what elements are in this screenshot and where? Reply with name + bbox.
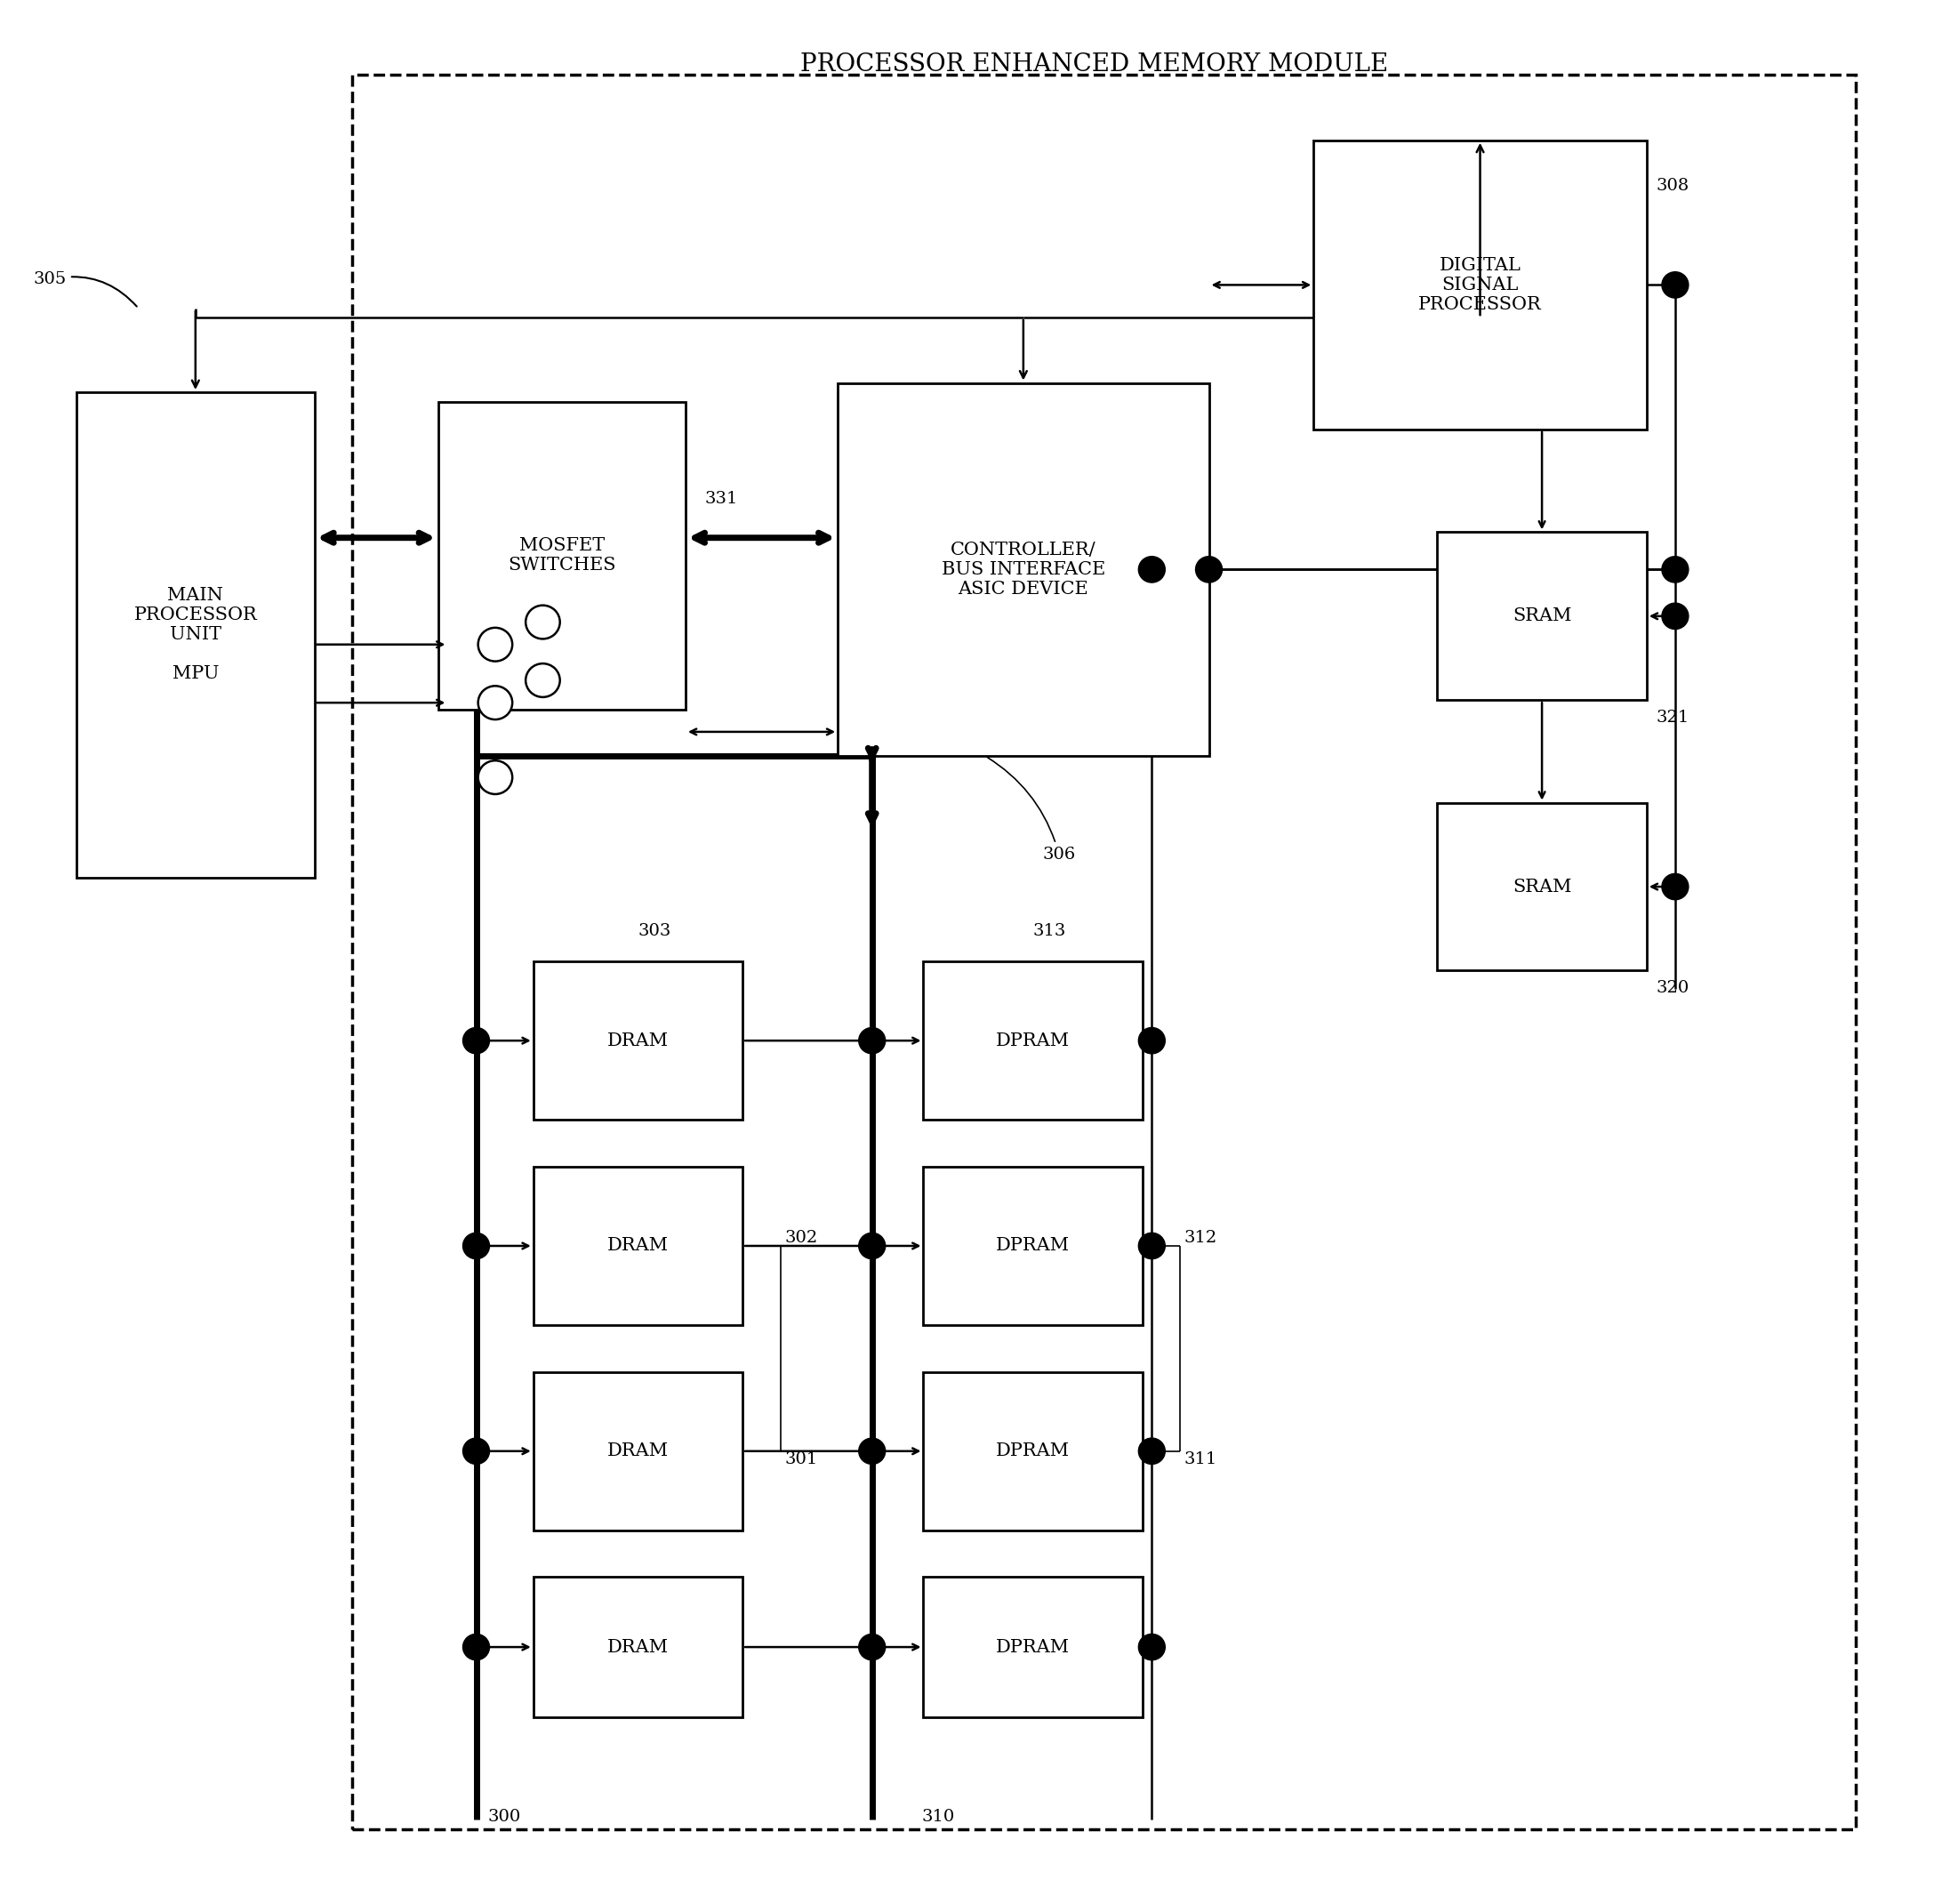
- Bar: [837, 383, 1208, 756]
- Text: MAIN
PROCESSOR
UNIT

MPU: MAIN PROCESSOR UNIT MPU: [134, 586, 256, 682]
- Circle shape: [1662, 556, 1688, 583]
- Circle shape: [1662, 272, 1688, 299]
- Bar: [922, 962, 1142, 1120]
- Text: 311: 311: [1185, 1451, 1218, 1468]
- Circle shape: [462, 1232, 489, 1259]
- Text: DIGITAL
SIGNAL
PROCESSOR: DIGITAL SIGNAL PROCESSOR: [1418, 257, 1542, 312]
- Bar: [1437, 803, 1647, 971]
- Bar: [922, 1371, 1142, 1531]
- Text: DPRAM: DPRAM: [996, 1443, 1070, 1460]
- Bar: [352, 74, 1857, 1830]
- Circle shape: [1662, 604, 1688, 628]
- Text: 320: 320: [1657, 981, 1690, 996]
- Bar: [1437, 531, 1647, 701]
- Bar: [76, 392, 315, 878]
- Circle shape: [478, 760, 513, 794]
- Bar: [534, 1371, 742, 1531]
- Circle shape: [526, 663, 559, 697]
- Circle shape: [1138, 1028, 1165, 1053]
- Circle shape: [462, 1634, 489, 1660]
- Circle shape: [462, 1028, 489, 1053]
- Circle shape: [1138, 556, 1165, 583]
- Text: DRAM: DRAM: [608, 1238, 668, 1255]
- Text: DPRAM: DPRAM: [996, 1032, 1070, 1049]
- Text: DPRAM: DPRAM: [996, 1238, 1070, 1255]
- Text: 306: 306: [987, 758, 1076, 863]
- Bar: [534, 1167, 742, 1325]
- Text: DRAM: DRAM: [608, 1639, 668, 1655]
- Bar: [534, 1577, 742, 1717]
- Bar: [534, 962, 742, 1120]
- Circle shape: [462, 1438, 489, 1464]
- Text: 305: 305: [33, 272, 136, 307]
- Circle shape: [478, 685, 513, 720]
- Text: PROCESSOR ENHANCED MEMORY MODULE: PROCESSOR ENHANCED MEMORY MODULE: [800, 53, 1389, 76]
- Text: 308: 308: [1657, 177, 1690, 194]
- Circle shape: [858, 1232, 886, 1259]
- Circle shape: [858, 1438, 886, 1464]
- Circle shape: [1196, 556, 1222, 583]
- Bar: [922, 1577, 1142, 1717]
- Text: CONTROLLER/
BUS INTERFACE
ASIC DEVICE: CONTROLLER/ BUS INTERFACE ASIC DEVICE: [942, 541, 1105, 598]
- Circle shape: [1138, 1634, 1165, 1660]
- Circle shape: [858, 1634, 886, 1660]
- Text: 300: 300: [487, 1809, 520, 1826]
- Text: SRAM: SRAM: [1513, 607, 1571, 625]
- Text: 331: 331: [705, 491, 738, 506]
- Text: DPRAM: DPRAM: [996, 1639, 1070, 1655]
- Circle shape: [858, 1028, 886, 1053]
- Text: 321: 321: [1657, 710, 1690, 725]
- Text: DRAM: DRAM: [608, 1032, 668, 1049]
- Text: SRAM: SRAM: [1513, 878, 1571, 895]
- Text: 313: 313: [1033, 923, 1066, 939]
- Text: 312: 312: [1185, 1230, 1218, 1245]
- Bar: [1313, 141, 1647, 430]
- Text: 301: 301: [785, 1451, 818, 1468]
- Text: 310: 310: [922, 1809, 955, 1826]
- Circle shape: [526, 605, 559, 640]
- Bar: [922, 1167, 1142, 1325]
- Text: 302: 302: [785, 1230, 818, 1245]
- Circle shape: [1138, 1438, 1165, 1464]
- Circle shape: [1662, 874, 1688, 901]
- Bar: [439, 402, 686, 710]
- Text: DRAM: DRAM: [608, 1443, 668, 1460]
- Circle shape: [478, 628, 513, 661]
- Text: 303: 303: [637, 923, 672, 939]
- Circle shape: [1138, 1232, 1165, 1259]
- Text: MOSFET
SWITCHES: MOSFET SWITCHES: [507, 537, 616, 573]
